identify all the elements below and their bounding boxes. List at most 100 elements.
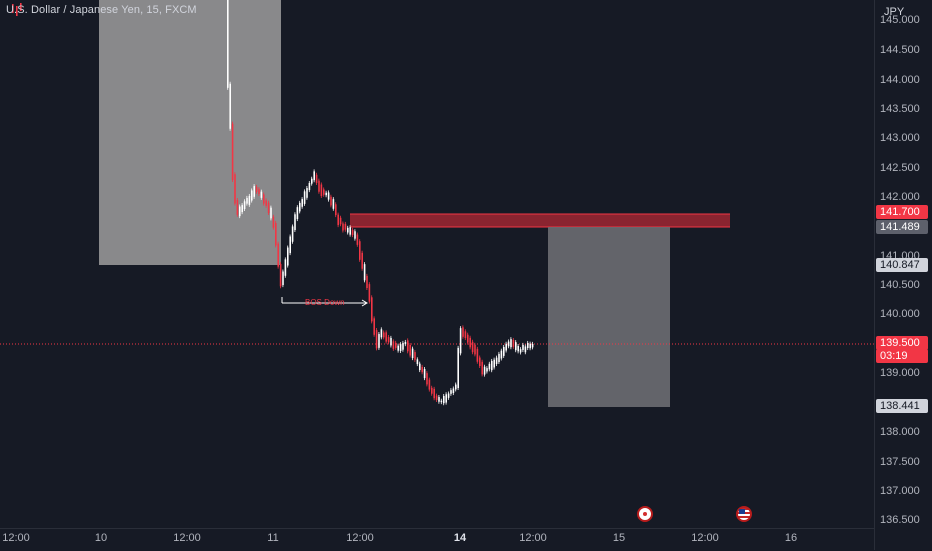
candle-body: [404, 341, 407, 345]
candle-body: [229, 83, 231, 129]
candle-body: [272, 216, 275, 228]
candle-body: [531, 343, 534, 348]
price-tick: 139.000: [880, 367, 920, 379]
candle-body: [471, 341, 474, 353]
target-price-tag: 138.441: [876, 399, 928, 413]
candle-body: [16, 6, 18, 16]
candle-body: [462, 327, 464, 337]
box-top-price-tag: 140.847: [876, 258, 928, 272]
candle-body: [507, 341, 510, 347]
time-label: 12:00: [346, 532, 374, 544]
currency-label[interactable]: JPY: [884, 6, 905, 18]
candle-body: [279, 263, 282, 287]
candle-body: [231, 123, 234, 181]
candle-body: [383, 332, 385, 338]
candle-body: [320, 184, 323, 197]
candle-body: [299, 202, 301, 212]
target-box[interactable]: [548, 227, 670, 407]
candle-body: [411, 348, 414, 359]
candle-body: [253, 186, 255, 197]
candle-body: [385, 332, 387, 342]
zone-top-price-tag: 141.700: [876, 205, 928, 219]
candle-body: [246, 197, 248, 204]
candle-body: [455, 384, 457, 390]
candle-body: [354, 231, 356, 239]
candle-body: [258, 189, 260, 194]
candle-body: [313, 171, 315, 181]
us-flag-icon[interactable]: [736, 506, 752, 522]
gray-supply-box[interactable]: [99, 0, 281, 265]
candle-body: [519, 349, 522, 353]
candle-body: [255, 186, 258, 192]
candle-body: [318, 180, 320, 192]
candle-body: [423, 368, 426, 379]
candle-body: [359, 241, 361, 260]
bar-countdown-tag: 03:19: [876, 349, 928, 363]
candle-body: [306, 188, 308, 198]
bos-down-label: BOS Down: [305, 298, 345, 307]
zone-bottom-price-tag: 141.489: [876, 220, 928, 234]
candle-body: [260, 191, 263, 198]
candle-body: [517, 346, 519, 352]
candle-body: [347, 227, 349, 233]
candle-body: [251, 190, 253, 201]
candle-body: [263, 194, 265, 204]
candle-body: [392, 341, 395, 349]
candle-body: [387, 337, 390, 343]
chart-title: U.S. Dollar / Japanese Yen, 15, FXCM: [6, 4, 197, 16]
candle-body: [414, 352, 416, 360]
price-chart[interactable]: [0, 0, 874, 528]
candle-body: [342, 223, 344, 231]
candle-body: [515, 342, 517, 351]
candle-body: [474, 344, 476, 355]
time-label: 10: [94, 532, 108, 544]
time-axis[interactable]: [0, 528, 874, 551]
candle-body: [510, 339, 512, 348]
candle-body: [522, 344, 524, 350]
candle-body: [363, 264, 366, 281]
candle-body: [330, 196, 332, 206]
candle-body: [512, 339, 515, 347]
candle-body: [227, 0, 229, 88]
candle-body: [483, 366, 486, 375]
candle-body: [476, 348, 479, 362]
candle-body: [529, 343, 531, 349]
japan-flag-icon[interactable]: [637, 506, 653, 522]
candle-body: [301, 199, 303, 207]
candle-body: [457, 347, 459, 389]
order-block-zone[interactable]: [350, 214, 730, 227]
candle-body: [421, 366, 423, 373]
candle-body: [459, 328, 462, 354]
candle-body: [428, 379, 431, 390]
candle-body: [452, 388, 455, 394]
price-tick: 144.500: [880, 44, 920, 56]
candle-body: [270, 207, 272, 219]
candle-body: [469, 337, 471, 348]
candle-body: [479, 357, 481, 367]
candle-body: [267, 202, 270, 213]
candle-body: [399, 344, 402, 351]
price-axis[interactable]: [874, 0, 932, 550]
candle-body: [481, 361, 483, 375]
candle-body: [325, 192, 327, 196]
time-label: 14: [453, 532, 467, 544]
candle-body: [493, 359, 495, 368]
price-tick: 142.000: [880, 191, 920, 203]
price-tick: 138.000: [880, 426, 920, 438]
candle-body: [287, 247, 289, 266]
price-tick: 140.500: [880, 279, 920, 291]
candle-body: [433, 388, 435, 399]
candle-body: [337, 214, 339, 226]
candle-body: [524, 346, 527, 353]
time-label: 12:00: [173, 532, 201, 544]
candle-body: [351, 229, 354, 236]
candle-body: [500, 350, 503, 359]
candle-body: [445, 394, 447, 403]
time-label: 11: [267, 532, 279, 544]
candle-body: [373, 318, 375, 335]
candle-body: [435, 395, 438, 400]
candle-body: [486, 368, 488, 372]
candle-body: [332, 199, 335, 209]
bos-arrow-icon: [361, 299, 368, 307]
candle-body: [464, 331, 467, 339]
